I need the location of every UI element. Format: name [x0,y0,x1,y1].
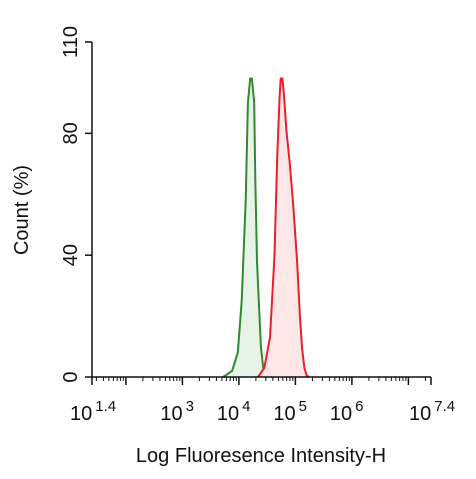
x-tick-base: 10 [273,403,295,425]
series-1-area [258,78,309,377]
x-tick-exponent: 6 [355,398,363,415]
x-tick-base: 10 [409,403,431,425]
x-tick-exponent: 4 [242,398,250,415]
axes [91,42,431,378]
series-1-line [257,77,310,378]
x-tick-exponent: 1.4 [95,398,116,415]
x-tick-exponent: 7.4 [434,398,455,415]
x-axis-title: Log Fluoresence Intensity-H [136,445,386,467]
x-tick-label: 10 6 [330,398,364,425]
y-tick-label: 110 [60,26,82,58]
x-ticks: 10 1.4 10 3 10 4 10 5 10 6 10 7.4 [70,377,455,425]
y-tick-label: 0 [60,371,82,382]
series-0-area [223,78,273,377]
x-tick-label: 10 3 [160,398,194,425]
series-layer [222,77,310,378]
y-tick-label: 40 [60,244,82,266]
x-tick-exponent: 3 [186,398,194,415]
x-tick-base: 10 [330,403,352,425]
x-tick-label: 10 5 [273,398,307,425]
series-0-line [222,77,273,378]
x-tick-label: 10 1.4 [70,398,116,425]
x-tick-base: 10 [160,403,182,425]
y-ticks: 0 40 80 110 [60,26,92,383]
x-tick-label: 10 4 [217,398,251,425]
y-tick-label: 80 [60,122,82,144]
y-axis-title: Count (%) [11,165,33,255]
x-tick-base: 10 [70,403,92,425]
x-tick-base: 10 [217,403,239,425]
x-tick-exponent: 5 [299,398,307,415]
x-tick-label: 10 7.4 [409,398,455,425]
